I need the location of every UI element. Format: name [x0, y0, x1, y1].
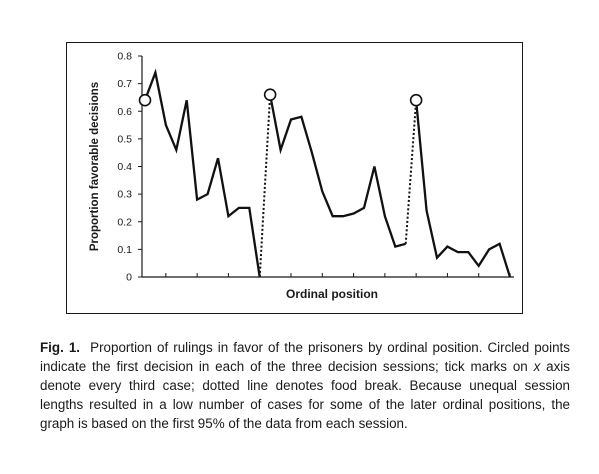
x-axis-label: Ordinal position [286, 287, 378, 301]
line-chart: 0 0.1 0.2 0.3 0.4 0.5 0.6 0.7 0.8 Ordinal positio… [89, 51, 514, 302]
y-tick-label: 0.8 [117, 51, 132, 63]
y-axis-label: Proportion favorable decisions [89, 82, 101, 251]
first-decision-circle-1 [138, 93, 152, 107]
caption-label: Fig. 1. [40, 340, 81, 355]
first-decision-circle-3 [409, 93, 423, 107]
food-break-lines [258, 94, 418, 278]
caption-text-part1: Proportion of rulings in favor of the pr… [40, 340, 570, 374]
session-1-line [143, 68, 261, 278]
first-decision-markers [138, 88, 423, 107]
y-tick-label: 0 [126, 272, 132, 284]
y-tick-label: 0.6 [117, 106, 132, 118]
first-decision-circle-2 [263, 88, 277, 101]
food-break-line-2 [404, 100, 418, 244]
food-break-line-1 [258, 94, 272, 278]
y-tick-label: 0.5 [117, 133, 132, 145]
figure-caption: Fig. 1. Proportion of rulings in favor o… [40, 338, 570, 433]
series-lines [143, 68, 512, 278]
figure-frame: 0 0.1 0.2 0.3 0.4 0.5 0.6 0.7 0.8 Ordinal positio… [66, 42, 523, 314]
y-tick-label: 0.4 [117, 161, 132, 173]
session-3-line [414, 100, 512, 278]
axis-labels: 0 0.1 0.2 0.3 0.4 0.5 0.6 0.7 0.8 Ordinal positio… [89, 51, 378, 302]
session-2-line [268, 94, 406, 248]
y-tick-label: 0.7 [117, 78, 132, 90]
caption-x-italic: x [533, 359, 541, 374]
y-tick-label: 0.3 [117, 189, 132, 201]
caption-text-part2: axis denote every third case; dotted lin… [40, 359, 570, 431]
y-tick-label: 0.2 [117, 216, 132, 228]
y-tick-label: 0.1 [117, 244, 132, 256]
